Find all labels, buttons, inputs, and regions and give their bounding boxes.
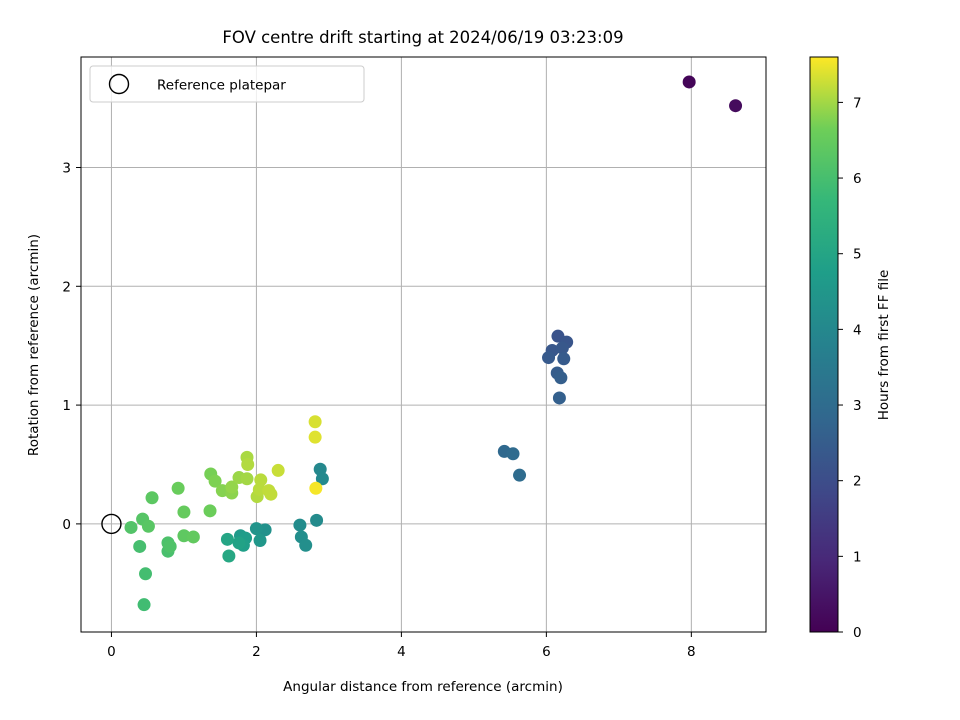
scatter-point <box>203 504 217 518</box>
scatter-point <box>145 491 159 505</box>
scatter-point <box>552 391 566 405</box>
colorbar-tick-label: 6 <box>853 171 862 187</box>
colorbar-gradient <box>809 56 839 633</box>
data-points <box>101 75 743 612</box>
scatter-point <box>240 472 254 486</box>
chart-title: FOV centre drift starting at 2024/06/19 … <box>222 28 623 47</box>
scatter-point <box>729 99 743 113</box>
x-axis-label: Angular distance from reference (arcmin) <box>283 679 563 695</box>
reference-platepar-marker <box>101 513 122 535</box>
x-tick-label: 0 <box>107 644 116 660</box>
colorbar-tick-label: 4 <box>853 322 862 338</box>
scatter-point <box>133 539 147 553</box>
scatter-point <box>208 474 222 488</box>
colorbar-tick-label: 7 <box>853 95 862 111</box>
colorbar-label: Hours from first FF file <box>876 270 892 421</box>
colorbar-tick-label: 5 <box>853 247 862 263</box>
scatter-point <box>124 520 138 534</box>
scatter-point <box>241 457 255 471</box>
colorbar-tick-label: 0 <box>853 625 862 641</box>
scatter-point <box>310 513 324 527</box>
scatter-point <box>293 518 307 532</box>
scatter-point <box>139 567 153 581</box>
colorbar-ticks: 0 1 2 3 4 5 6 7 <box>838 95 862 641</box>
scatter-point <box>682 75 696 89</box>
axes: 0 2 4 6 8 0 1 2 3 <box>62 56 767 660</box>
scatter-point <box>186 530 200 544</box>
scatter-point <box>555 341 569 355</box>
x-tick-label: 4 <box>397 644 406 660</box>
legend: Reference platepar <box>89 65 365 103</box>
scatter-point <box>141 519 155 533</box>
scatter-point <box>220 532 234 546</box>
scatter-point <box>513 468 527 482</box>
colorbar: 0 1 2 3 4 5 6 7 Hours from first FF file <box>809 56 892 641</box>
scatter-point <box>232 536 246 550</box>
x-tick-label: 2 <box>252 644 261 660</box>
scatter-point <box>137 598 151 612</box>
scatter-point <box>315 472 329 486</box>
scatter-point <box>171 481 185 495</box>
scatter-point <box>271 463 285 477</box>
plot-frame <box>80 56 767 633</box>
scatter-point <box>225 480 239 494</box>
scatter-point <box>308 430 322 444</box>
scatter-point <box>309 481 323 495</box>
colorbar-tick-label: 3 <box>853 398 862 414</box>
legend-marker-open-circle <box>108 73 130 95</box>
scatter-point <box>557 352 571 366</box>
scatter-point <box>554 371 568 385</box>
scatter-point <box>252 482 266 496</box>
y-tick-label: 1 <box>62 398 71 414</box>
y-tick-label: 2 <box>62 279 71 295</box>
scatter-point <box>299 538 313 552</box>
legend-box <box>89 65 365 103</box>
colorbar-tick-label: 1 <box>853 549 862 565</box>
grid <box>81 57 766 632</box>
x-tick-label: 6 <box>542 644 551 660</box>
scatter-point <box>542 351 556 365</box>
scatter-point <box>163 539 177 553</box>
y-tick-label: 0 <box>62 517 71 533</box>
y-tick-label: 3 <box>62 160 71 176</box>
scatter-point <box>506 447 520 461</box>
x-tick-label: 8 <box>687 644 696 660</box>
scatter-point <box>249 522 263 536</box>
legend-label-reference-platepar: Reference platepar <box>157 78 286 94</box>
colorbar-tick-label: 2 <box>853 474 862 490</box>
scatter-point <box>177 505 191 519</box>
scatter-point <box>253 534 267 548</box>
scatter-point <box>308 415 322 429</box>
scatter-point <box>222 549 236 563</box>
scatter-point <box>177 529 191 543</box>
scatter-point <box>254 473 268 487</box>
scatter-point <box>264 487 278 501</box>
y-axis-label: Rotation from reference (arcmin) <box>26 234 42 456</box>
